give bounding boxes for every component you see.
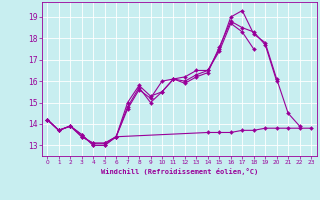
X-axis label: Windchill (Refroidissement éolien,°C): Windchill (Refroidissement éolien,°C)	[100, 168, 258, 175]
